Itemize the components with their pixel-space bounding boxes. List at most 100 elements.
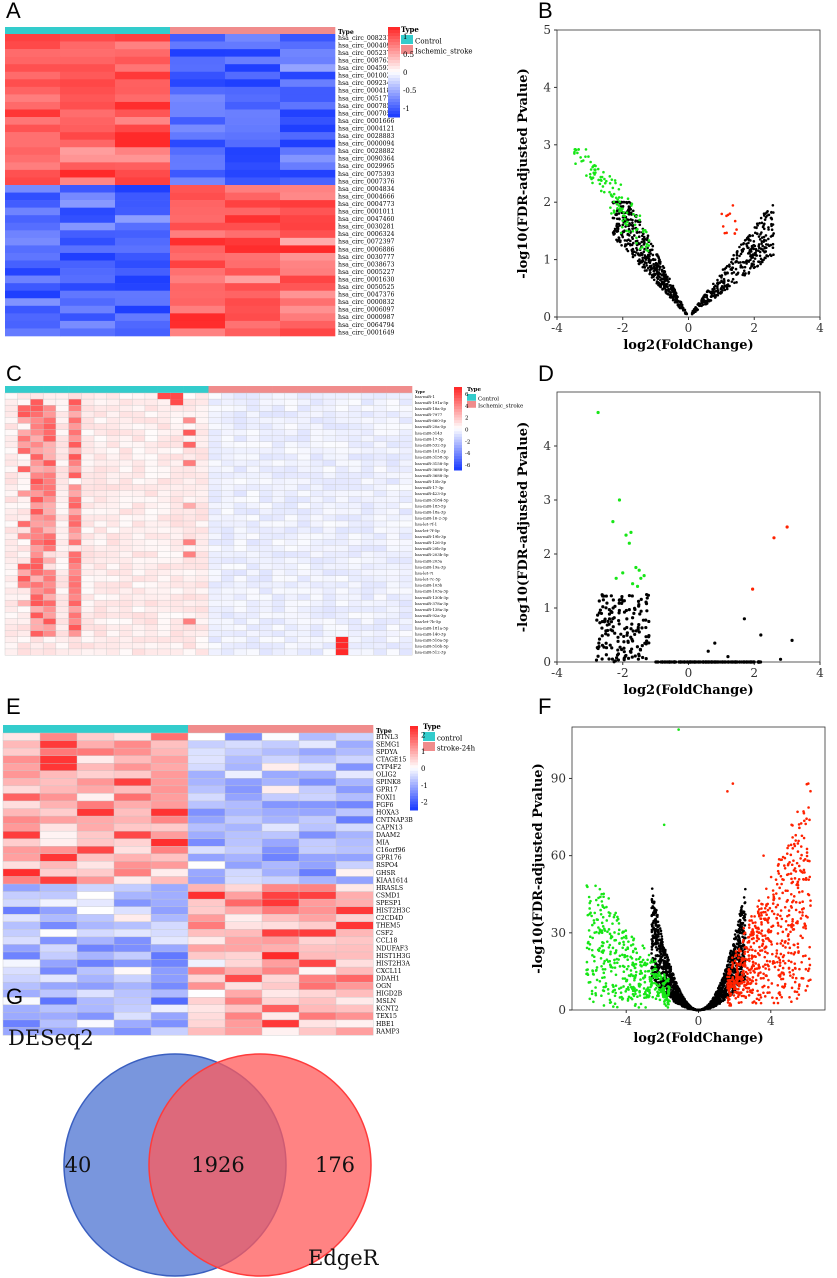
heatmap-cell	[261, 1019, 300, 1028]
heatmap-cell	[399, 502, 413, 510]
heatmap-cell	[144, 587, 159, 595]
heatmap-cell	[131, 648, 146, 656]
row-label: HIST1H3G	[376, 953, 410, 960]
heatmap-cell	[224, 883, 263, 893]
heatmap-cell	[310, 557, 324, 565]
heatmap-cell	[373, 636, 388, 644]
color-scale-segment	[454, 392, 462, 396]
heatmap-cell	[170, 624, 184, 632]
heatmap-cell	[68, 569, 82, 577]
heatmap-cell	[310, 618, 324, 626]
heatmap-cell	[17, 411, 31, 418]
heatmap-cell	[119, 472, 133, 479]
heatmap-cell	[4, 496, 19, 504]
heatmap-cell	[298, 755, 337, 764]
heatmap-cell	[170, 569, 184, 577]
row-label: C16orf96	[376, 847, 406, 854]
heatmap-cell	[233, 465, 248, 473]
heatmap-cell	[115, 283, 171, 291]
heatmap-cell	[360, 532, 375, 540]
heatmap-cell	[76, 974, 115, 983]
color-scale-segment	[388, 102, 400, 106]
data-point-black	[745, 242, 748, 246]
heatmap-cell	[106, 417, 120, 424]
heatmap-cell	[297, 496, 311, 504]
data-point-black	[654, 928, 658, 931]
heatmap-cell	[60, 41, 116, 50]
heatmap-cell	[271, 599, 286, 607]
data-point-green	[602, 170, 605, 174]
heatmap-cell	[76, 868, 115, 877]
heatmap-cell	[5, 64, 61, 73]
heatmap-cell	[261, 898, 300, 908]
heatmap-cell	[271, 423, 286, 431]
color-scale-segment	[454, 417, 462, 421]
heatmap-cell	[113, 778, 152, 787]
heatmap-cell	[271, 496, 286, 504]
color-scale-segment	[454, 425, 462, 429]
heatmap-cell	[170, 56, 226, 65]
heatmap-cell	[60, 230, 116, 239]
data-point-black	[698, 302, 702, 306]
annotation-cell	[114, 725, 152, 733]
row-label: hsa_circ_0007059	[338, 110, 395, 117]
heatmap-cell	[208, 441, 222, 449]
legend-item: Control	[478, 396, 499, 402]
row-label: HRASLS	[376, 885, 403, 892]
heatmap-cell	[298, 951, 337, 961]
data-point-black	[597, 599, 601, 603]
heatmap-cell	[170, 532, 184, 540]
heatmap-cell	[5, 215, 61, 224]
heatmap-cell	[2, 876, 41, 885]
data-point-black	[612, 230, 615, 234]
data-point-black	[753, 265, 757, 269]
heatmap-cell	[322, 557, 337, 565]
heatmap-cell	[113, 997, 152, 1006]
heatmap-cell	[348, 447, 362, 455]
color-scale-segment	[410, 751, 418, 755]
heatmap-cell	[208, 417, 222, 424]
heatmap-cell	[150, 1004, 189, 1013]
heatmap-cell	[76, 1012, 115, 1021]
heatmap-cell	[233, 599, 248, 607]
heatmap-cell	[170, 192, 226, 201]
annotation-cell	[399, 386, 413, 393]
heatmap-cell	[157, 484, 171, 491]
heatmap-cell	[93, 459, 108, 467]
heatmap-cell	[246, 490, 260, 498]
heatmap-cell	[42, 630, 57, 638]
data-point-green	[627, 541, 631, 545]
heatmap-cell	[30, 514, 44, 522]
data-point-green	[627, 230, 631, 233]
heatmap-cell	[144, 551, 159, 559]
data-point-black	[758, 660, 762, 664]
heatmap-cell	[280, 109, 336, 118]
heatmap-cell	[224, 770, 263, 779]
heatmap-cell	[221, 618, 235, 626]
annotation-cell	[170, 27, 226, 34]
heatmap-cell	[93, 545, 108, 552]
data-point-black	[609, 594, 613, 598]
heatmap-cell	[360, 404, 375, 412]
heatmap-cell	[119, 618, 133, 626]
heatmap-cell	[298, 800, 337, 810]
heatmap-cell	[271, 557, 286, 565]
data-point-black	[638, 230, 641, 234]
heatmap-cell	[17, 429, 31, 437]
heatmap-cell	[144, 648, 159, 656]
color-scale-tick: 4	[465, 404, 469, 410]
color-scale-segment	[388, 60, 400, 64]
data-point-black	[668, 284, 671, 287]
data-point-black	[683, 311, 687, 315]
data-point-black	[742, 916, 745, 920]
heatmap-cell	[271, 508, 286, 516]
heatmap-cell	[310, 539, 324, 546]
heatmap-cell	[195, 496, 210, 504]
heatmap-cell	[284, 575, 299, 583]
color-scale-segment	[388, 108, 400, 112]
data-point-black	[763, 246, 766, 250]
heatmap-cell	[68, 398, 82, 406]
heatmap-cell	[208, 526, 222, 534]
data-point-black	[673, 660, 677, 664]
heatmap-cell	[17, 465, 31, 473]
